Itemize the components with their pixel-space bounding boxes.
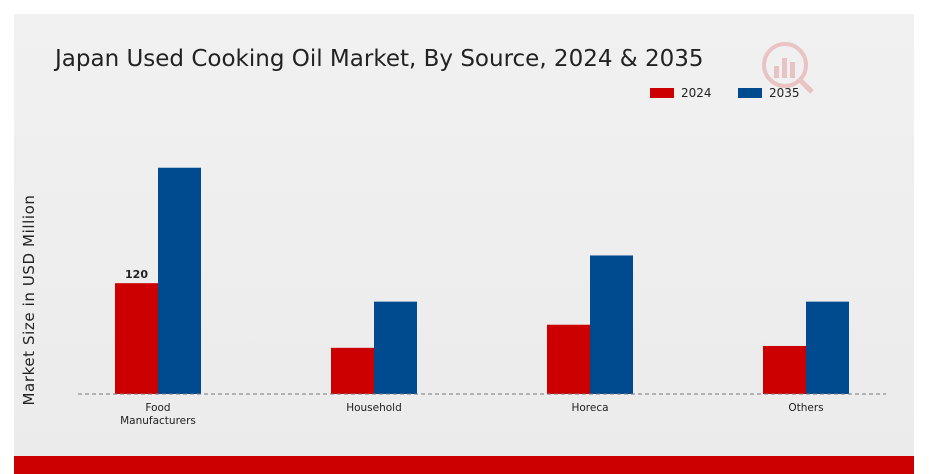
- y-axis-title: Market Size in USD Million: [20, 194, 38, 405]
- data-labels: 120: [125, 268, 148, 281]
- legend-swatch-2035: [738, 88, 762, 98]
- bar-2024-3: [763, 345, 806, 394]
- magnifier-bar-chart-icon: [762, 42, 814, 94]
- bar-2035-3: [806, 301, 849, 394]
- legend: 2024 2035: [650, 86, 800, 100]
- x-tick-label: Others: [788, 402, 823, 414]
- bar-2035-0: [158, 167, 201, 394]
- x-tick-label: Household: [346, 402, 402, 414]
- footer-bar: [14, 456, 914, 474]
- x-tick-label: Food Manufacturers: [120, 402, 196, 427]
- bar-2024-1: [331, 347, 374, 394]
- bar-2024-0: [115, 283, 158, 394]
- bar-2035-2: [590, 255, 633, 394]
- bar-2024-2: [547, 324, 590, 394]
- bar-2035-1: [374, 301, 417, 394]
- bars: [115, 167, 849, 394]
- chart-title: Japan Used Cooking Oil Market, By Source…: [53, 46, 704, 72]
- legend-swatch-2024: [650, 88, 674, 98]
- x-tick-labels: Food Manufacturers Household Horeca Others: [120, 402, 824, 427]
- x-tick-label: Horeca: [571, 402, 608, 414]
- data-label: 120: [125, 268, 148, 281]
- legend-label-2035: 2035: [769, 86, 800, 100]
- legend-label-2024: 2024: [681, 86, 712, 100]
